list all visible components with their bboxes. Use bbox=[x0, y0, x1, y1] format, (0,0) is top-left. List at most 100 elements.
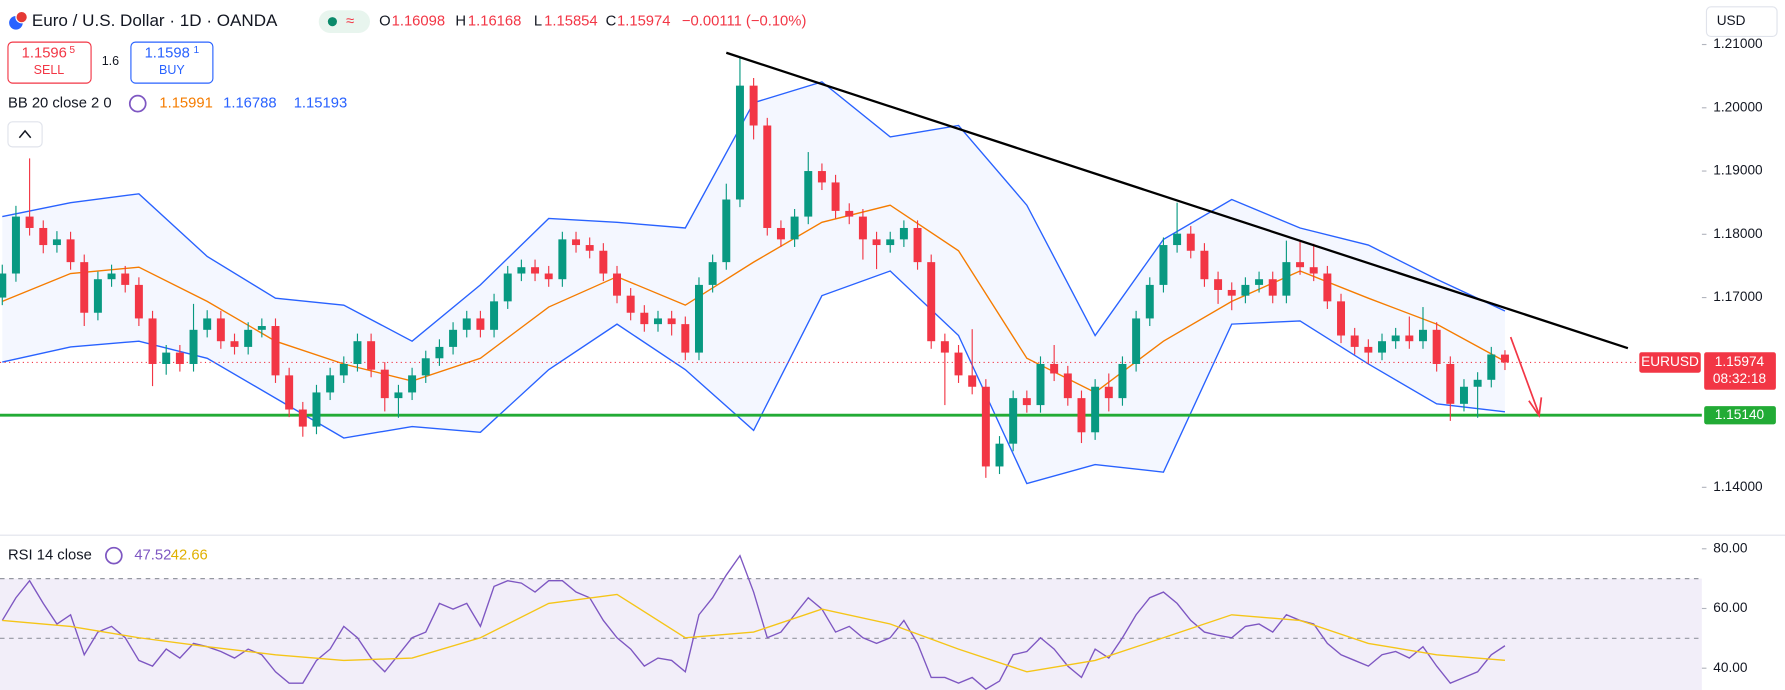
candle-body bbox=[189, 329, 198, 364]
candle-body bbox=[244, 329, 253, 347]
candle-body bbox=[435, 346, 444, 359]
candle-body bbox=[326, 375, 335, 393]
candle-body bbox=[585, 245, 594, 251]
candle-body bbox=[1091, 386, 1100, 433]
candle-body bbox=[1446, 363, 1455, 404]
buy-button[interactable] bbox=[130, 41, 214, 84]
ohlc-key: C bbox=[606, 14, 617, 30]
price-pane bbox=[0, 51, 1702, 485]
rsi-pane bbox=[0, 554, 1702, 690]
symbol-title: Euro / U.S. Dollar · 1D · OANDA bbox=[32, 11, 278, 30]
candle-body bbox=[1118, 363, 1127, 399]
bb-lower bbox=[2, 270, 1506, 485]
candle-body bbox=[230, 341, 239, 347]
bb-label: BB 20 close 2 0 bbox=[8, 96, 112, 112]
candle-body bbox=[995, 443, 1004, 467]
bb-value: 1.16788 bbox=[223, 96, 276, 112]
y-tick-label: 1.18000 bbox=[1713, 226, 1763, 241]
candle-body bbox=[681, 324, 690, 353]
candle-body bbox=[148, 318, 157, 364]
candle-body bbox=[722, 199, 731, 263]
ohlc-value: 1.16168 bbox=[468, 14, 521, 30]
candle-body bbox=[503, 273, 512, 302]
candle-body bbox=[203, 318, 212, 330]
candle-body bbox=[640, 312, 649, 325]
y-tick-label: 1.14000 bbox=[1713, 479, 1763, 494]
sell-label[interactable]: SELL bbox=[34, 63, 65, 77]
candle-body bbox=[25, 216, 34, 228]
candle-body bbox=[0, 273, 7, 298]
candle-body bbox=[776, 227, 785, 240]
ohlc-key: L bbox=[534, 14, 542, 30]
candle-body bbox=[817, 171, 826, 183]
candle-body bbox=[380, 369, 389, 399]
collapse-icon[interactable] bbox=[18, 129, 32, 139]
candle-body bbox=[899, 227, 908, 240]
candle-body bbox=[1309, 267, 1318, 274]
collapse-button[interactable] bbox=[7, 121, 43, 148]
candle-body bbox=[421, 358, 430, 376]
candle-body bbox=[1487, 354, 1496, 380]
symbol-tag-bg bbox=[1639, 352, 1701, 373]
sell-button[interactable] bbox=[7, 41, 92, 84]
ohlc-value: 1.16098 bbox=[392, 14, 445, 30]
y-tick-label: 1.17000 bbox=[1713, 289, 1763, 304]
candle-body bbox=[872, 239, 881, 246]
rsi-icon[interactable] bbox=[105, 546, 123, 565]
band-fill bbox=[2, 81, 1505, 484]
rsi-band bbox=[0, 578, 1702, 690]
y-tick-label: 1.21000 bbox=[1713, 36, 1763, 51]
candle-body bbox=[1104, 386, 1113, 399]
candle-body bbox=[367, 341, 376, 370]
candle-body bbox=[93, 279, 102, 313]
rsi-ma-value: 42.66 bbox=[171, 548, 208, 564]
sell-price[interactable]: 1.1596 bbox=[22, 45, 67, 61]
candle-body bbox=[1432, 329, 1441, 364]
candle-body bbox=[285, 375, 294, 410]
candle-body bbox=[613, 273, 621, 296]
candle-body bbox=[1077, 398, 1086, 433]
symbol-tag: EURUSD bbox=[1641, 354, 1699, 369]
bb-icon[interactable] bbox=[128, 94, 147, 113]
ohlc-key: O bbox=[379, 14, 391, 30]
bb-value: 1.15991 bbox=[159, 96, 212, 112]
y-tick-label: 1.20000 bbox=[1713, 99, 1763, 114]
ohlc-value: 1.15974 bbox=[617, 14, 670, 30]
candle-body bbox=[257, 326, 266, 330]
currency-label[interactable]: USD bbox=[1717, 13, 1746, 28]
candle-body bbox=[694, 284, 703, 353]
candle-body bbox=[312, 392, 321, 427]
currency-button[interactable] bbox=[1705, 6, 1778, 38]
candle-body bbox=[763, 125, 772, 228]
candle-body bbox=[558, 239, 567, 280]
trendline bbox=[725, 51, 1629, 350]
candle-body bbox=[654, 318, 662, 325]
candle-body bbox=[1145, 284, 1154, 319]
candle-body bbox=[449, 329, 458, 347]
candle-body bbox=[462, 318, 471, 330]
y-tick-label: 60.00 bbox=[1713, 600, 1748, 615]
candle-body bbox=[735, 85, 744, 200]
candle-body bbox=[1255, 279, 1264, 285]
sell-pip[interactable]: 5 bbox=[69, 45, 75, 56]
buy-price[interactable]: 1.1598 bbox=[145, 45, 190, 61]
candle-body bbox=[927, 262, 936, 342]
candle-body bbox=[1159, 245, 1168, 285]
bb-value: 1.15193 bbox=[294, 96, 347, 112]
rsi-ma-line bbox=[2, 593, 1506, 673]
buy-label[interactable]: BUY bbox=[159, 63, 185, 77]
candle-body bbox=[804, 171, 813, 217]
candle-body bbox=[1063, 373, 1072, 399]
delay-icon: ≈ bbox=[346, 14, 354, 30]
last-price-label: 1.15974 bbox=[1715, 354, 1765, 369]
candle-body bbox=[886, 239, 895, 246]
candle-body bbox=[408, 375, 417, 393]
candle-body bbox=[913, 227, 922, 263]
symbol-icon bbox=[9, 10, 28, 30]
buy-pip[interactable]: 1 bbox=[194, 45, 200, 56]
candle-body bbox=[1500, 354, 1509, 363]
candle-body bbox=[858, 216, 867, 240]
candle-body bbox=[1323, 273, 1332, 302]
candle-body bbox=[1173, 233, 1182, 246]
